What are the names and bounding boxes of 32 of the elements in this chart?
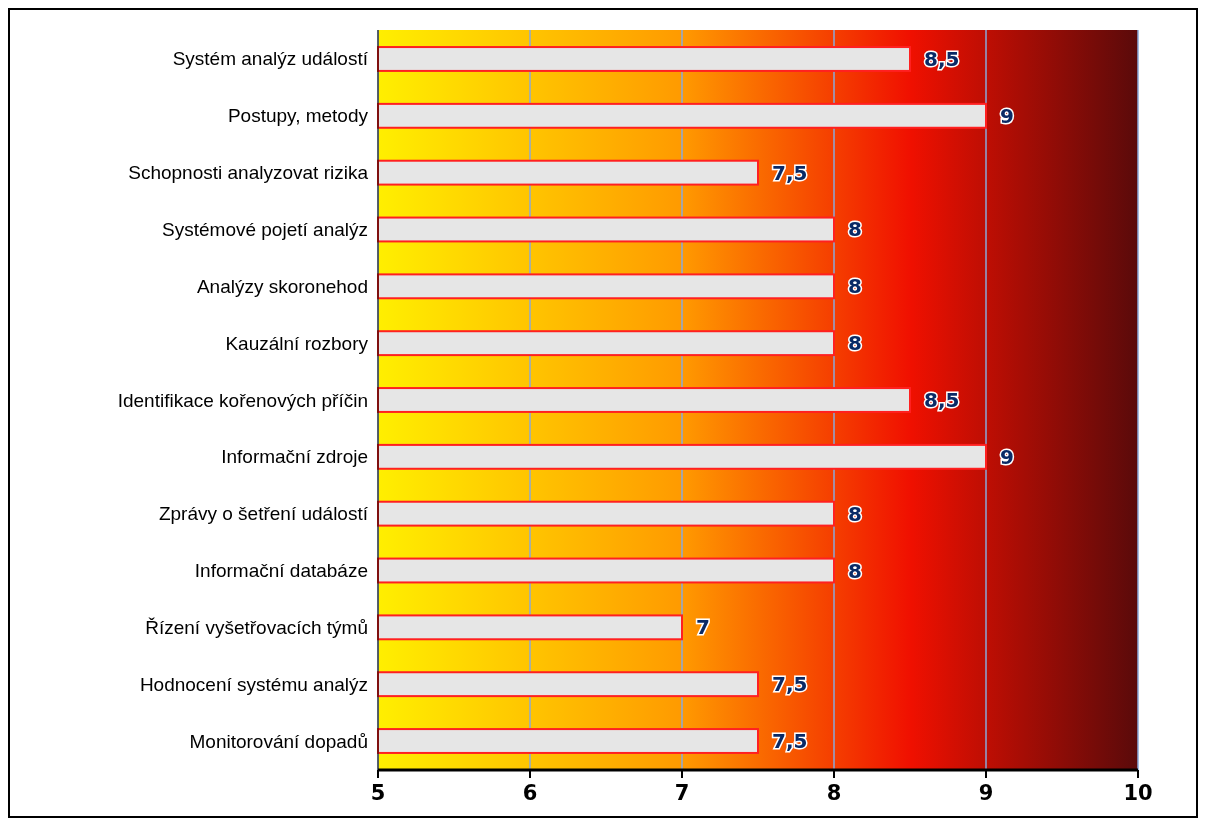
y-tick-label: Kauzální rozbory [225, 332, 369, 354]
y-tick-label: Analýzy skoronehod [196, 275, 368, 297]
y-tick-label: Informační zdroje [221, 446, 368, 468]
data-label: 7,5 [772, 160, 808, 185]
y-tick-label: Hodnocení systému analýz [139, 673, 368, 695]
x-tick-label: 8 [826, 781, 842, 805]
data-label: 8 [848, 274, 862, 299]
data-label: 8,5 [924, 46, 960, 71]
data-label: 8 [848, 331, 862, 356]
y-tick-label: Informační databáze [194, 560, 368, 582]
data-label: 9 [1000, 444, 1014, 469]
data-label: 7,5 [772, 729, 808, 754]
y-tick-label: Schopnosti analyzovat rizika [128, 162, 369, 184]
y-tick-label: Řízení vyšetřovacích týmů [145, 616, 368, 638]
data-label: 8 [848, 501, 862, 526]
x-tick-label: 9 [978, 781, 994, 805]
data-label: 8 [848, 558, 862, 583]
data-label: 8 [848, 217, 862, 242]
y-tick-label: Postupy, metody [227, 105, 369, 127]
data-label: 8,5 [924, 388, 960, 412]
y-tick-label: Systém analýz událostí [172, 48, 369, 70]
data-label: 7 [696, 615, 710, 640]
y-tick-label: Zprávy o šetření událostí [158, 503, 369, 525]
x-tick-label: 6 [522, 781, 538, 805]
data-label: 9 [1000, 103, 1014, 128]
x-tick-label: 5 [370, 781, 386, 805]
x-tick-label: 10 [1123, 781, 1153, 805]
y-tick-label: Identifikace kořenových příčin [117, 389, 368, 411]
x-tick-label: 7 [674, 781, 690, 805]
y-tick-label: Systémové pojetí analýz [162, 218, 368, 240]
y-tick-label: Monitorování dopadů [189, 730, 368, 752]
data-label: 7,5 [772, 672, 808, 697]
